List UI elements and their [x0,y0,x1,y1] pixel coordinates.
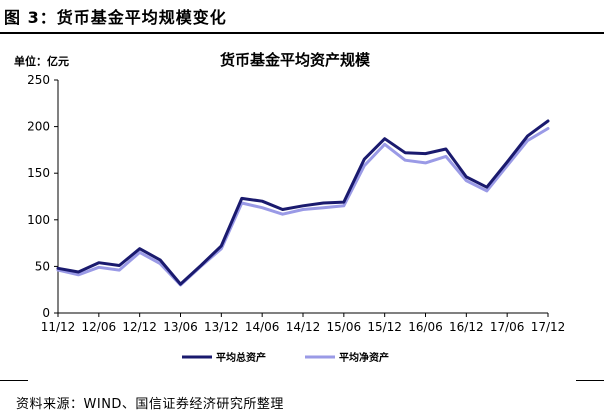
bottom-rule-left [0,380,28,381]
x-tick-label: 14/12 [286,320,321,334]
legend-item-net-assets-label: 平均净资产 [339,351,389,364]
y-tick-label: 100 [27,213,50,227]
series-line-total-assets [56,119,550,286]
series-line-net-assets [56,127,550,287]
unit-label: 单位：亿元 [14,54,69,68]
legend-item-total-assets-label: 平均总资产 [216,351,266,364]
chart: 单位：亿元 货币基金平均资产规模 0 50 100 150 200 250 11/12 12/… [14,51,565,364]
x-tick-label: 17/12 [531,320,566,334]
series-layer [56,119,550,287]
x-tick-label: 15/06 [327,320,362,334]
y-tick-label: 0 [42,306,50,320]
legend: 平均总资产 平均净资产 [182,351,389,364]
bottom-rule-right [576,380,604,381]
y-tick-label: 250 [27,73,50,87]
x-tick-label: 12/06 [82,320,117,334]
y-tick-label: 200 [27,120,50,134]
y-tick-label: 50 [35,259,50,273]
x-tick-label: 13/12 [204,320,239,334]
axes: 0 50 100 150 200 250 11/12 12/06 12/12 13/06 13/12… [27,73,565,334]
chart-title: 货币基金平均资产规模 [220,51,371,69]
x-tick-label: 13/06 [163,320,198,334]
figure-caption: 图 3：货币基金平均规模变化 [4,8,227,27]
x-tick-label: 12/12 [122,320,157,334]
x-tick-label: 15/12 [367,320,402,334]
x-tick-label: 17/06 [490,320,525,334]
y-tick-label: 150 [27,166,50,180]
x-tick-label: 11/12 [41,320,76,334]
x-tick-label: 16/12 [449,320,484,334]
source-note: 资料来源：WIND、国信证券经济研究所整理 [16,397,284,412]
x-tick-label: 14/06 [245,320,280,334]
caption-rule [0,32,604,34]
x-tick-label: 16/06 [408,320,443,334]
